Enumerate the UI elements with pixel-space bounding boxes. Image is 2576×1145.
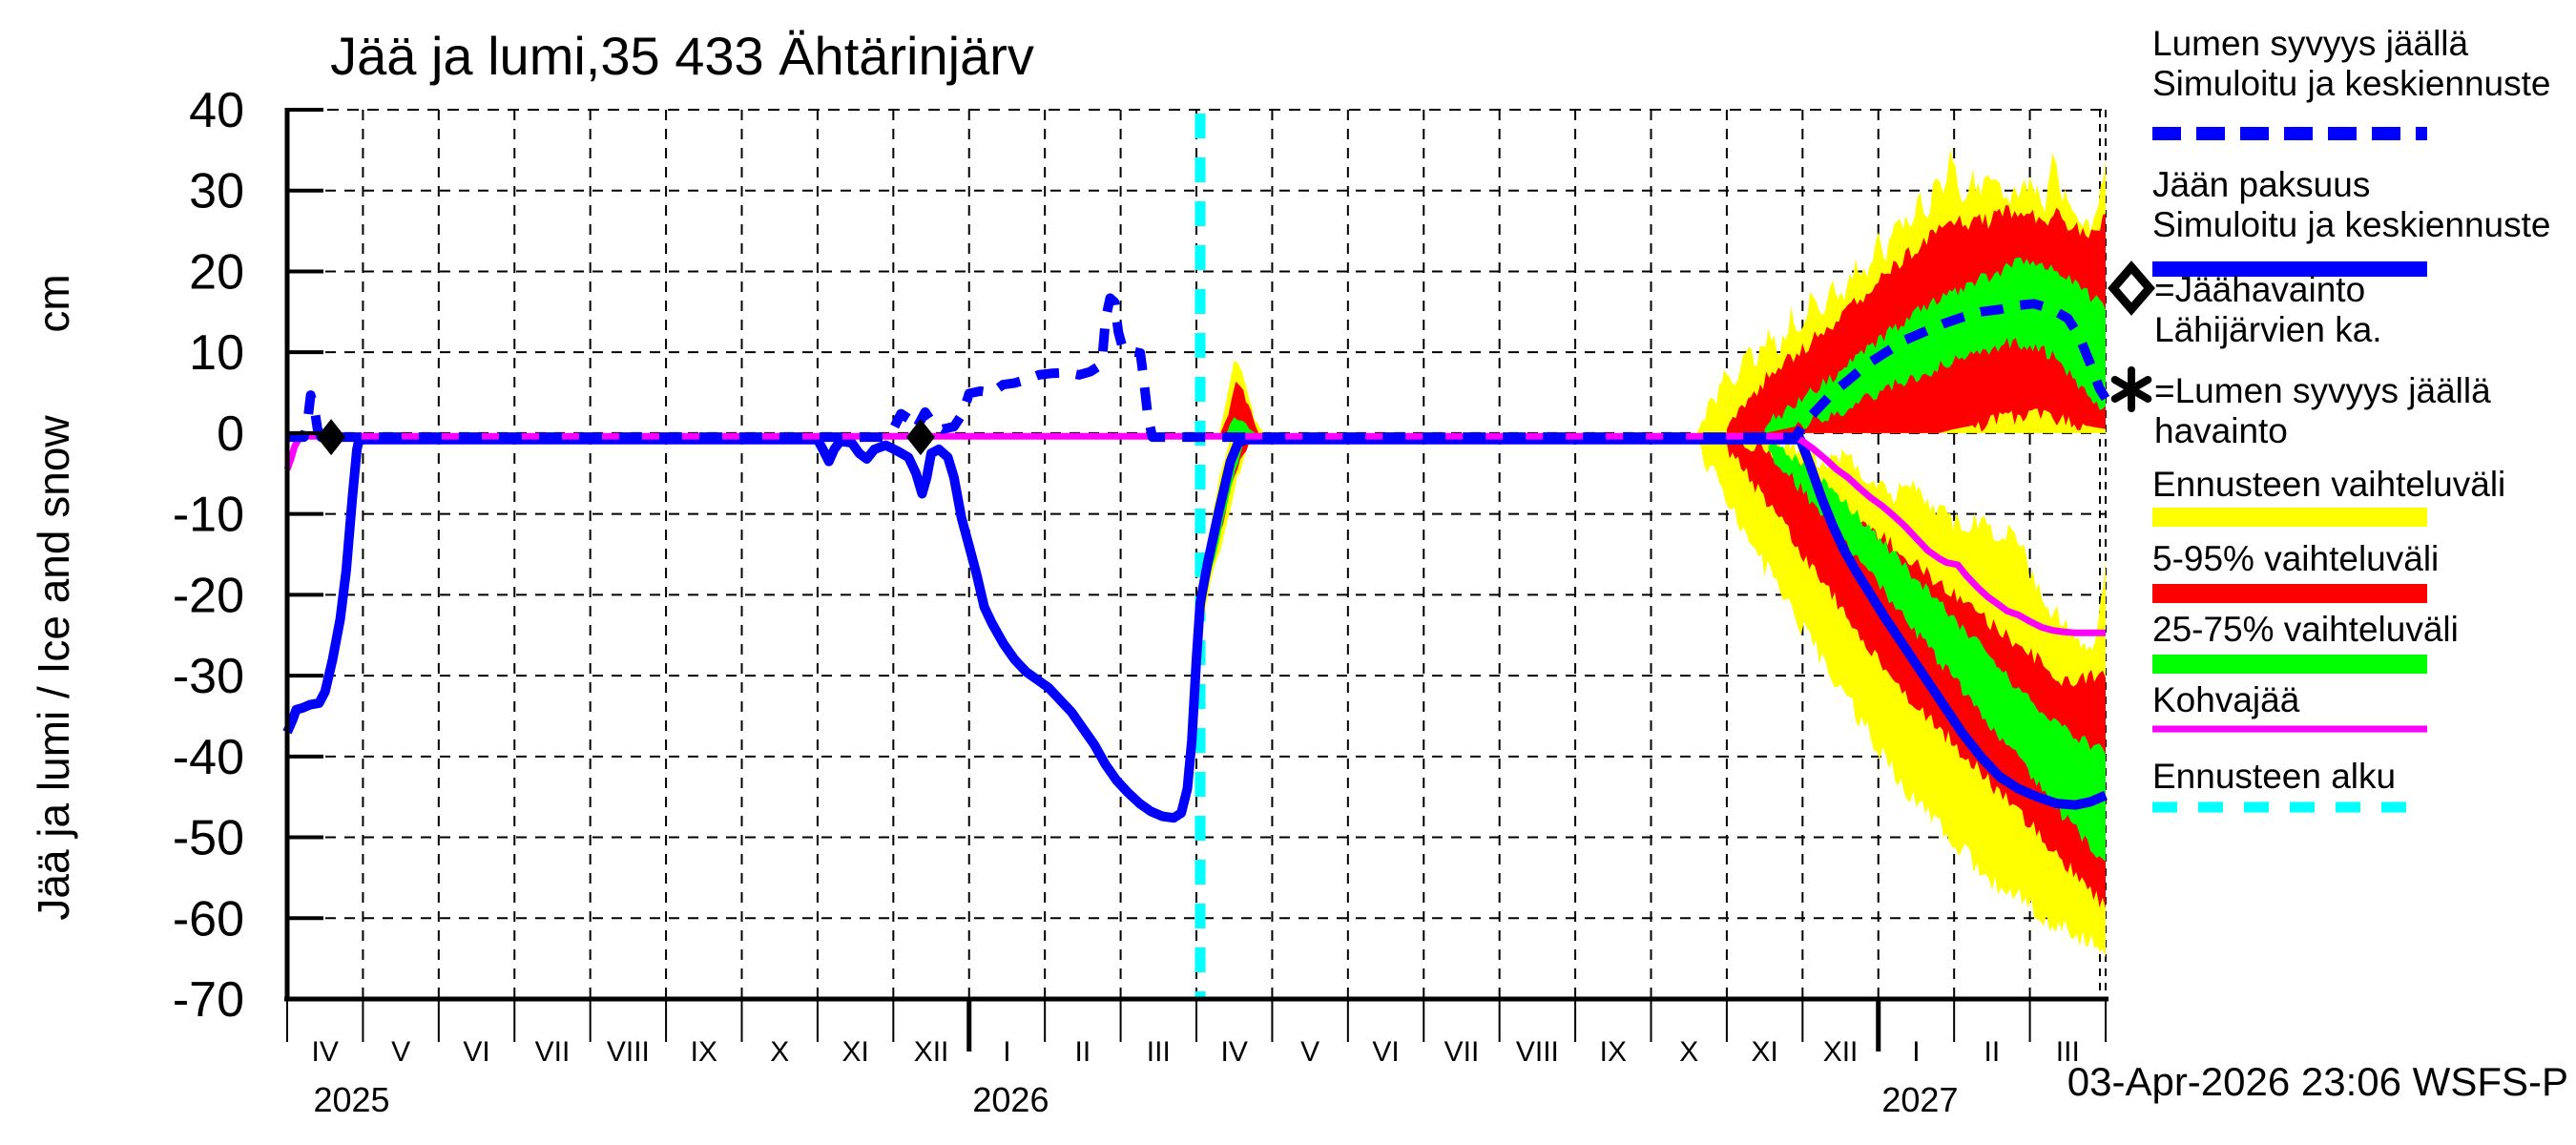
- x-month-label: X: [770, 1036, 789, 1068]
- x-month-label: IX: [691, 1036, 717, 1068]
- legend-label-ice-simulated: Simuloitu ja keskiennuste: [2152, 205, 2551, 244]
- x-year-label: 2027: [1881, 1080, 1958, 1119]
- legend-label-ice-observation: =Jäähavainto: [2154, 270, 2365, 309]
- y-tick-label: 10: [189, 325, 244, 381]
- x-month-label: III: [2056, 1036, 2080, 1068]
- asterisk-icon: [2110, 376, 2152, 403]
- x-month-label: I: [1003, 1036, 1010, 1068]
- y-tick-label: -30: [173, 649, 244, 704]
- x-month-label: III: [1147, 1036, 1171, 1068]
- x-month-label: IV: [1221, 1036, 1248, 1068]
- x-month-label: VI: [463, 1036, 489, 1068]
- ice-thickness-simulated-line: [282, 434, 2108, 823]
- legend-label-snow-observation: havainto: [2154, 411, 2288, 450]
- band-ice_winter_25_75: [1768, 442, 2106, 862]
- timestamp: 03-Apr-2026 23:06 WSFS-P: [2067, 1059, 2568, 1104]
- x-month-label: VI: [1372, 1036, 1399, 1068]
- legend-label-snow-simulated: Lumen syvyys jäällä: [2152, 24, 2469, 63]
- y-tick-label: -60: [173, 891, 244, 947]
- y-tick-label: -20: [173, 568, 244, 623]
- legend-label-ice-simulated: Jään paksuus: [2152, 165, 2370, 204]
- x-year-label: 2026: [972, 1080, 1049, 1119]
- kohvajaa-line: [283, 432, 2106, 636]
- ice-observation-marker: [905, 419, 935, 456]
- x-month-label: XI: [1751, 1036, 1777, 1068]
- y-tick-label: -40: [173, 730, 244, 785]
- y-tick-label: 20: [189, 244, 244, 300]
- y-tick-label: 40: [189, 83, 244, 138]
- legend-label-range-25-75: 25-75% vaihteluväli: [2152, 610, 2459, 649]
- legend-swatch-green: [2152, 655, 2427, 674]
- legend-label-forecast-start: Ennusteen alku: [2152, 757, 2396, 796]
- x-month-label: X: [1679, 1036, 1698, 1068]
- legend-label-snow-observation: =Lumen syvyys jäällä: [2154, 371, 2491, 410]
- legend-swatch-yellow: [2152, 508, 2427, 527]
- y-tick-label: -50: [173, 811, 244, 866]
- x-month-label: XII: [1823, 1036, 1859, 1068]
- x-month-label: XII: [914, 1036, 949, 1068]
- x-month-label: I: [1912, 1036, 1920, 1068]
- x-month-label: V: [391, 1036, 410, 1068]
- x-month-label: VIII: [1516, 1036, 1559, 1068]
- x-month-label: V: [1300, 1036, 1319, 1068]
- y-axis-unit: cm: [29, 274, 78, 332]
- y-tick-label: -70: [173, 972, 244, 1028]
- page-title: Jää ja lumi,35 433 Ähtärinjärv: [330, 26, 1034, 86]
- y-tick-label: -10: [173, 488, 244, 543]
- legend-label-ice-observation: Lähijärvien ka.: [2154, 310, 2382, 349]
- x-month-label: XI: [841, 1036, 868, 1068]
- y-tick-label: 0: [217, 406, 244, 462]
- y-tick-label: 30: [189, 164, 244, 219]
- x-year-label: 2025: [313, 1080, 389, 1119]
- legend-label-kohvajaa: Kohvajää: [2152, 680, 2300, 719]
- x-month-label: VIII: [607, 1036, 650, 1068]
- x-month-label: VII: [535, 1036, 571, 1068]
- legend-label-range-5-95: 5-95% vaihteluväli: [2152, 539, 2439, 578]
- x-month-label: II: [1075, 1036, 1091, 1068]
- x-month-label: IX: [1600, 1036, 1627, 1068]
- legend-label-snow-simulated: Simuloitu ja keskiennuste: [2152, 64, 2551, 103]
- legend-label-forecast-range: Ennusteen vaihteluväli: [2152, 465, 2505, 504]
- ice-observation-marker: [317, 419, 346, 456]
- band-snow_spring_25_75: [1226, 417, 1256, 433]
- y-axis-title: Jää ja lumi / Ice and snow: [29, 415, 78, 921]
- x-month-label: VII: [1444, 1036, 1480, 1068]
- x-month-label: IV: [312, 1036, 339, 1068]
- band-ice_winter_forecast_range: [1689, 432, 2106, 958]
- legend-swatch-red: [2152, 584, 2427, 603]
- band-snow_spring_5_95: [1220, 381, 1259, 433]
- x-month-label: II: [1984, 1036, 2001, 1068]
- snow-depth-on-ice-simulated-line: [287, 293, 2110, 443]
- diamond-icon: [2108, 260, 2155, 316]
